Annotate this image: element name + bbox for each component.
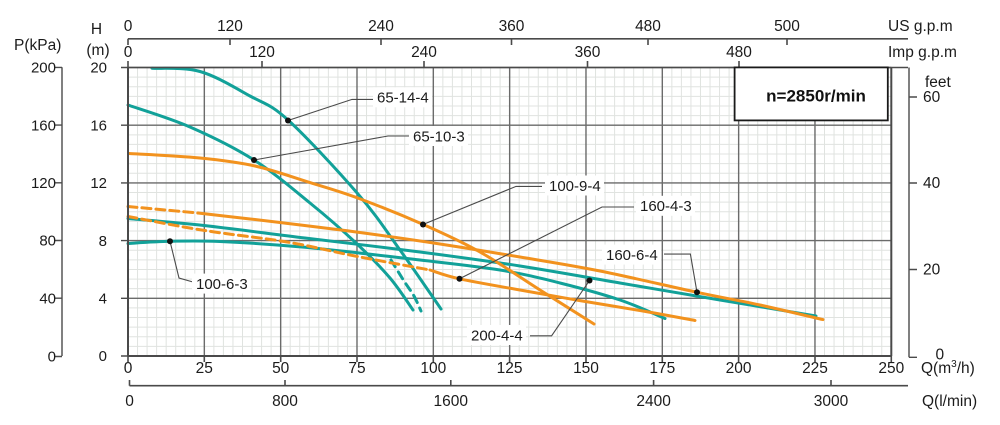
svg-text:3000: 3000 [814, 393, 849, 410]
svg-text:20: 20 [90, 60, 107, 77]
svg-text:12: 12 [90, 175, 107, 192]
svg-text:500: 500 [774, 18, 800, 35]
svg-text:80: 80 [39, 233, 56, 250]
svg-text:800: 800 [272, 393, 298, 410]
svg-text:60: 60 [923, 89, 941, 106]
svg-text:160-4-3: 160-4-3 [640, 198, 692, 215]
svg-text:100-9-4: 100-9-4 [549, 178, 601, 195]
svg-text:2400: 2400 [636, 393, 671, 410]
svg-text:4: 4 [99, 291, 107, 308]
svg-text:100: 100 [420, 360, 446, 377]
svg-text:8: 8 [99, 233, 107, 250]
svg-text:US g.p.m: US g.p.m [888, 18, 953, 35]
svg-text:0: 0 [48, 349, 56, 366]
svg-text:0: 0 [936, 347, 945, 364]
svg-text:250: 250 [878, 360, 904, 377]
svg-text:40: 40 [39, 290, 56, 307]
svg-text:H: H [91, 21, 102, 38]
svg-text:(m): (m) [86, 42, 109, 59]
svg-text:0: 0 [99, 348, 107, 365]
svg-text:Q(l/min): Q(l/min) [922, 393, 977, 410]
svg-text:240: 240 [368, 18, 394, 35]
svg-text:160-6-4: 160-6-4 [606, 247, 658, 264]
svg-text:0: 0 [124, 18, 133, 35]
svg-text:65-10-3: 65-10-3 [413, 128, 465, 145]
svg-text:175: 175 [649, 360, 675, 377]
svg-text:160: 160 [31, 117, 56, 134]
svg-text:120: 120 [31, 175, 56, 192]
svg-text:0: 0 [125, 393, 134, 410]
svg-text:Q(m3/h): Q(m3/h) [921, 359, 975, 377]
svg-text:40: 40 [923, 175, 941, 192]
svg-text:200: 200 [726, 360, 752, 377]
svg-text:25: 25 [196, 360, 213, 377]
svg-text:360: 360 [575, 44, 601, 61]
svg-text:n=2850r/min: n=2850r/min [766, 87, 866, 106]
svg-text:200: 200 [31, 60, 56, 77]
svg-text:1600: 1600 [434, 393, 469, 410]
svg-text:65-14-4: 65-14-4 [377, 90, 429, 107]
svg-text:360: 360 [499, 18, 525, 35]
svg-text:16: 16 [90, 117, 107, 134]
svg-text:0: 0 [124, 360, 133, 377]
svg-text:P(kPa): P(kPa) [14, 37, 61, 54]
svg-text:125: 125 [497, 360, 523, 377]
svg-text:225: 225 [802, 360, 828, 377]
svg-text:20: 20 [923, 262, 941, 279]
svg-text:200-4-4: 200-4-4 [471, 327, 523, 344]
svg-text:Imp g.p.m: Imp g.p.m [888, 44, 957, 61]
svg-text:480: 480 [635, 18, 661, 35]
svg-text:120: 120 [217, 18, 243, 35]
svg-text:240: 240 [411, 44, 437, 61]
svg-text:120: 120 [249, 44, 275, 61]
svg-text:feet: feet [925, 74, 952, 91]
svg-text:100-6-3: 100-6-3 [196, 276, 248, 293]
svg-text:150: 150 [573, 360, 599, 377]
svg-text:480: 480 [726, 44, 752, 61]
svg-text:0: 0 [124, 44, 133, 61]
svg-text:75: 75 [348, 360, 365, 377]
svg-text:50: 50 [272, 360, 290, 377]
